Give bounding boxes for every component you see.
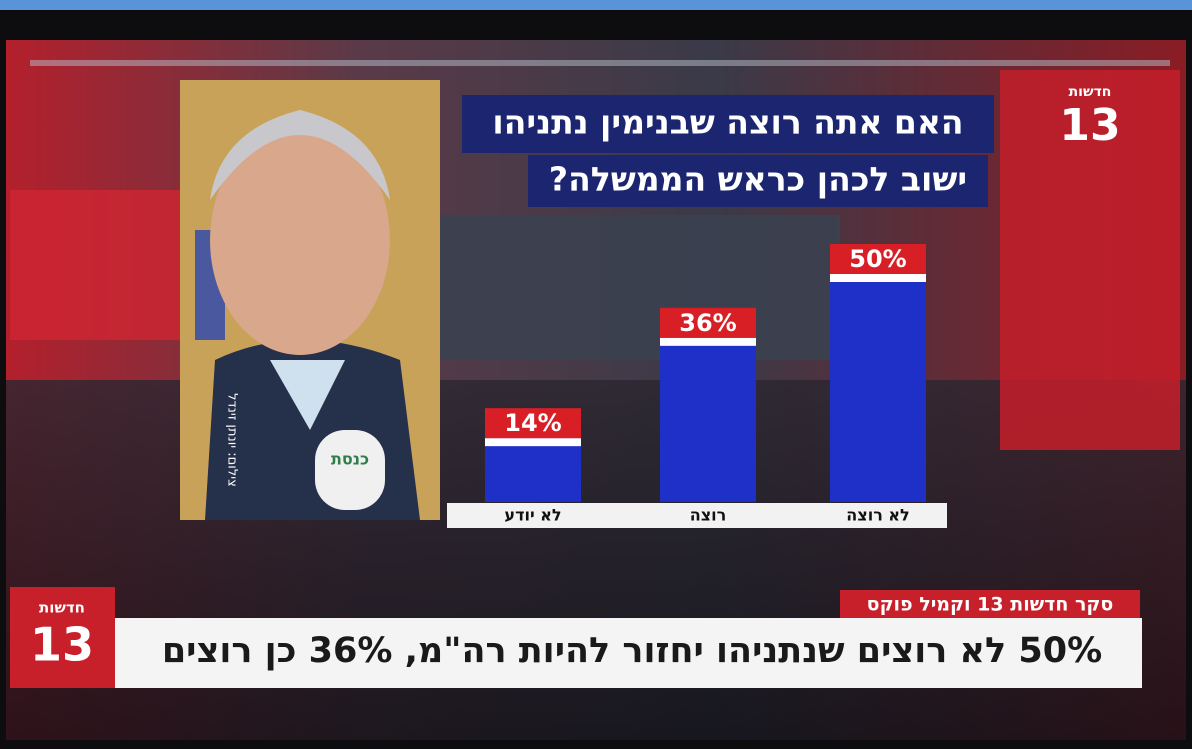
- ticker-headline: 50% לא רוצים שנתניהו יחזור להיות רה"מ, 3…: [162, 631, 1102, 671]
- photo-shirt: [270, 360, 345, 430]
- ticker-bar: [115, 618, 1142, 688]
- ticker-source-box: [840, 590, 1140, 618]
- ticker-logo-box: [10, 587, 115, 688]
- bar-cap: [660, 337, 756, 346]
- chart-title: האם אתה רוצה שבנימין נתניהו: [492, 103, 963, 142]
- value-label: 36%: [679, 309, 736, 337]
- ticker-logo-number: 13: [30, 618, 94, 672]
- bars: 14% לא יודע 36% רוצה 50% לא רוצה: [485, 244, 926, 525]
- channel-logo-text: חדשות: [1069, 84, 1112, 100]
- value-label: 14%: [504, 409, 561, 437]
- bar: [660, 337, 756, 502]
- light-strip: [30, 60, 1170, 66]
- category-label: רוצה: [690, 506, 727, 525]
- top-border: [0, 0, 1192, 10]
- value-label: 50%: [849, 245, 906, 273]
- red-panel: [10, 190, 210, 340]
- red-panel: [1000, 70, 1180, 450]
- photo-hair: [210, 110, 390, 200]
- photo-face: [210, 125, 390, 355]
- title-box: [528, 155, 988, 207]
- value-label-box: [660, 307, 756, 338]
- category-label: לא רוצה: [846, 506, 909, 525]
- photo-credit: צילום: יונתן זינדל: [225, 393, 240, 487]
- studio-screen: [420, 215, 840, 360]
- bar-cap: [830, 274, 926, 282]
- ticker-logo-text: חדשות: [39, 599, 85, 617]
- value-label-box: [485, 408, 581, 439]
- ticker-source: סקר חדשות 13 וקמיל פוקס: [867, 594, 1114, 616]
- title-box: [462, 95, 994, 153]
- chart-title: ישוב לכהן כראש הממשלה?: [549, 160, 967, 199]
- bar: [485, 438, 581, 502]
- channel-logo-number: 13: [1059, 100, 1120, 151]
- category-label: לא יודע: [504, 506, 561, 525]
- category-strip: [447, 503, 947, 528]
- value-label-box: [830, 244, 926, 274]
- microphone: [315, 430, 385, 510]
- bar-cap: [485, 438, 581, 447]
- bar: [830, 274, 926, 502]
- mic-label: כנסת: [331, 450, 369, 469]
